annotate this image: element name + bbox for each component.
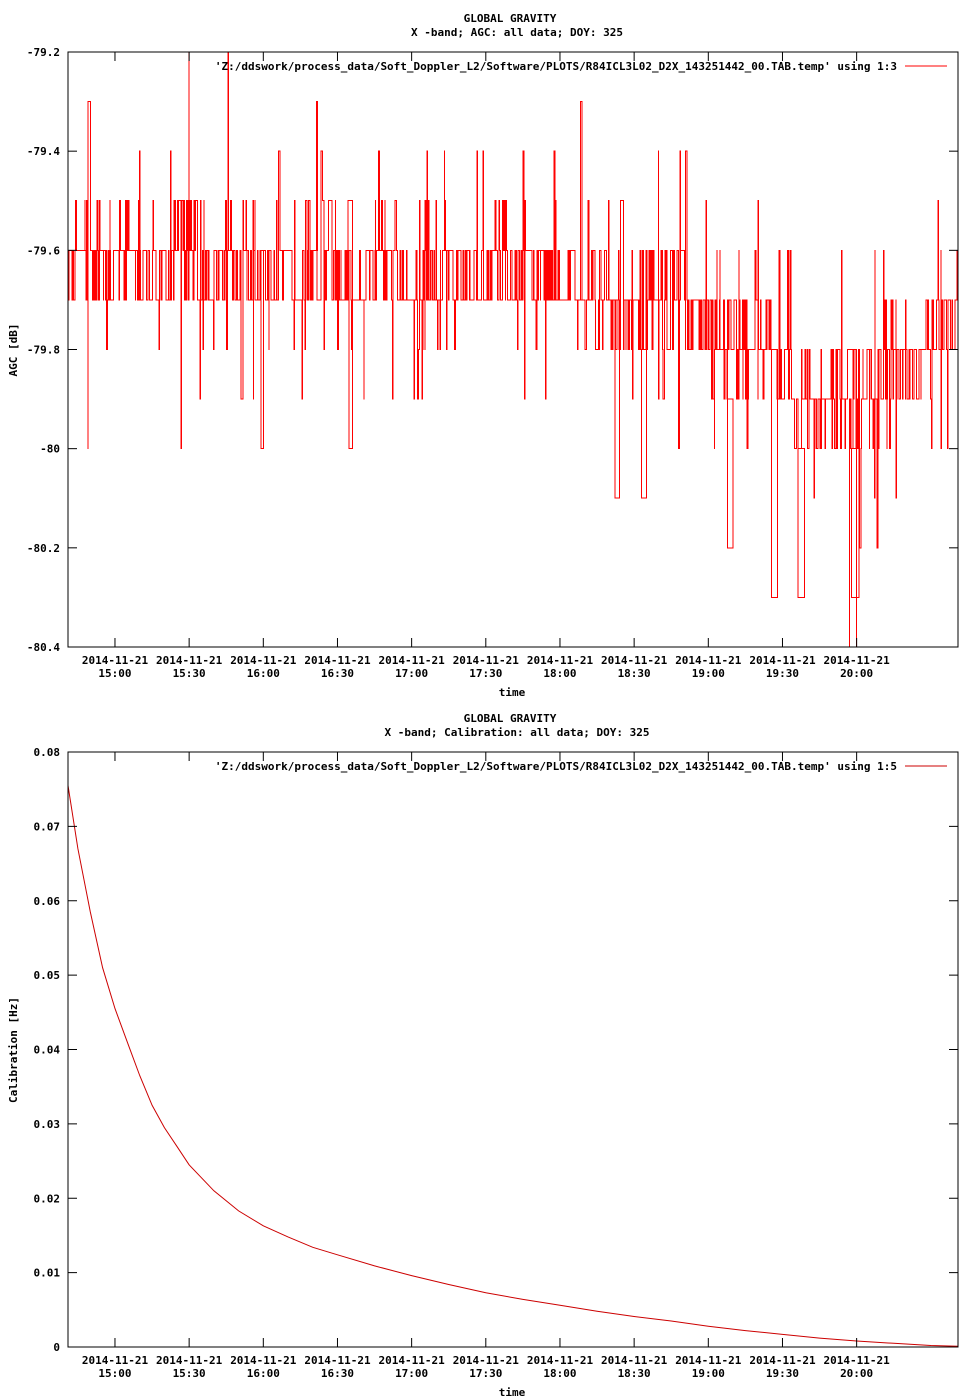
x-tick-label-time: 16:30	[321, 1367, 354, 1380]
x-tick-label-date: 2014-11-21	[453, 654, 520, 667]
x-tick-label-date: 2014-11-21	[156, 654, 223, 667]
y-tick-label: 0.07	[34, 820, 61, 833]
y-tick-label: -80	[40, 443, 60, 456]
x-tick-label-date: 2014-11-21	[82, 1354, 149, 1367]
y-tick-label: -79.8	[27, 344, 60, 357]
x-tick-label-time: 17:30	[469, 1367, 502, 1380]
calibration-axes: 0 0.01 0.02 0.03 0.04 0.05 0.06 0.07 0.08 2014-11…	[34, 746, 959, 1380]
y-tick-label: 0.06	[34, 895, 61, 908]
x-tick-label-time: 16:30	[321, 667, 354, 680]
chart-subtitle: X -band; Calibration: all data; DOY: 325	[385, 726, 650, 739]
x-tick-label-time: 19:30	[766, 1367, 799, 1380]
y-tick-label: 0.04	[34, 1044, 61, 1057]
x-tick-label-date: 2014-11-21	[230, 654, 297, 667]
x-tick-label-date: 2014-11-21	[304, 654, 371, 667]
x-tick-label-time: 15:00	[98, 667, 131, 680]
x-tick-label-date: 2014-11-21	[379, 654, 446, 667]
y-tick-label: 0.02	[34, 1192, 61, 1205]
x-tick-label-date: 2014-11-21	[82, 654, 149, 667]
x-tick-label-date: 2014-11-21	[601, 1354, 668, 1367]
calibration-line	[67, 785, 959, 1347]
x-tick-label-date: 2014-11-21	[527, 654, 594, 667]
x-tick-label-date: 2014-11-21	[675, 1354, 742, 1367]
chart-title: GLOBAL GRAVITY	[464, 712, 557, 725]
agc-line	[68, 51, 958, 648]
x-tick-label-time: 19:00	[692, 667, 725, 680]
x-tick-label-time: 18:30	[618, 667, 651, 680]
y-tick-label: 0.03	[34, 1118, 61, 1131]
y-tick-label: 0.08	[34, 746, 61, 759]
x-tick-label-time: 20:00	[840, 667, 873, 680]
x-tick-label-date: 2014-11-21	[156, 1354, 223, 1367]
y-tick-label: -80.4	[27, 641, 60, 654]
x-tick-label-time: 17:30	[469, 667, 502, 680]
x-tick-label-time: 16:00	[247, 1367, 280, 1380]
x-tick-label-time: 19:00	[692, 1367, 725, 1380]
x-tick-label-time: 15:30	[173, 1367, 206, 1380]
legend-entry: 'Z:/ddswork/process_data/Soft_Doppler_L2…	[215, 760, 897, 773]
x-tick-label-date: 2014-11-21	[601, 654, 668, 667]
x-tick-label-time: 17:00	[395, 667, 428, 680]
x-tick-label-date: 2014-11-21	[824, 1354, 891, 1367]
y-axis-label: Calibration [Hz]	[7, 997, 20, 1103]
x-tick-label-time: 18:00	[543, 1367, 576, 1380]
x-tick-label-time: 15:00	[98, 1367, 131, 1380]
x-tick-label-date: 2014-11-21	[749, 654, 816, 667]
legend-entry: 'Z:/ddswork/process_data/Soft_Doppler_L2…	[215, 60, 897, 73]
y-tick-label: 0	[53, 1341, 60, 1354]
y-tick-label: -80.2	[27, 542, 60, 555]
x-tick-label-date: 2014-11-21	[527, 1354, 594, 1367]
x-tick-label-time: 18:00	[543, 667, 576, 680]
y-tick-label: -79.4	[27, 145, 60, 158]
x-tick-label-date: 2014-11-21	[749, 1354, 816, 1367]
x-tick-label-time: 17:00	[395, 1367, 428, 1380]
x-tick-label-date: 2014-11-21	[453, 1354, 520, 1367]
plot-frame	[67, 51, 959, 648]
y-tick-label: 0.01	[34, 1267, 61, 1280]
x-axis-label: time	[499, 686, 526, 699]
x-tick-label-time: 19:30	[766, 667, 799, 680]
agc-chart: GLOBAL GRAVITY X -band; AGC: all data; D…	[7, 12, 959, 699]
x-tick-label-date: 2014-11-21	[304, 1354, 371, 1367]
x-tick-label-time: 15:30	[173, 667, 206, 680]
calibration-series	[67, 785, 959, 1347]
x-tick-label-time: 18:30	[618, 1367, 651, 1380]
plot-frame	[67, 751, 959, 1348]
x-tick-label-time: 16:00	[247, 667, 280, 680]
calibration-chart: GLOBAL GRAVITY X -band; Calibration: all…	[7, 712, 959, 1399]
x-tick-label-date: 2014-11-21	[379, 1354, 446, 1367]
x-tick-label-time: 20:00	[840, 1367, 873, 1380]
chart-subtitle: X -band; AGC: all data; DOY: 325	[411, 26, 623, 39]
x-tick-label-date: 2014-11-21	[230, 1354, 297, 1367]
y-axis-label: AGC [dB]	[7, 324, 20, 377]
y-tick-label: -79.6	[27, 244, 60, 257]
x-tick-label-date: 2014-11-21	[675, 654, 742, 667]
chart-title: GLOBAL GRAVITY	[464, 12, 557, 25]
agc-axes: -79.2 -79.4 -79.6 -79.8 -80 -80.2 -80.4 2014-11…	[27, 46, 959, 680]
y-tick-label: 0.05	[34, 969, 61, 982]
y-tick-label: -79.2	[27, 46, 60, 59]
x-tick-label-date: 2014-11-21	[824, 654, 891, 667]
x-axis-label: time	[499, 1386, 526, 1399]
agc-series	[68, 51, 958, 648]
